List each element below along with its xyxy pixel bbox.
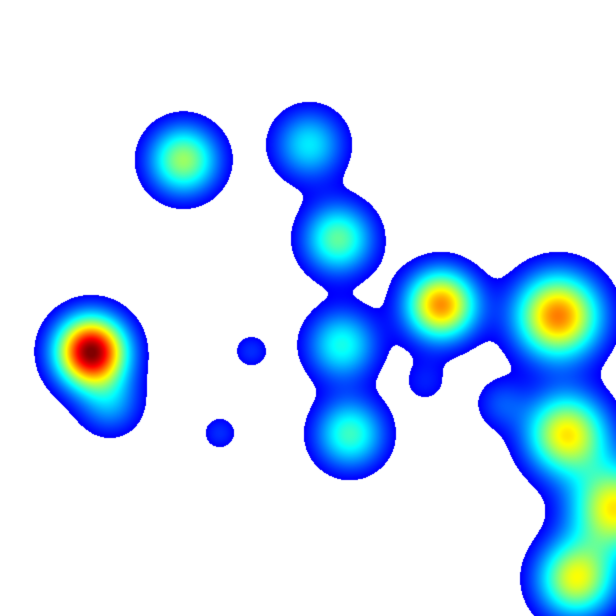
density-heatmap	[0, 0, 616, 616]
